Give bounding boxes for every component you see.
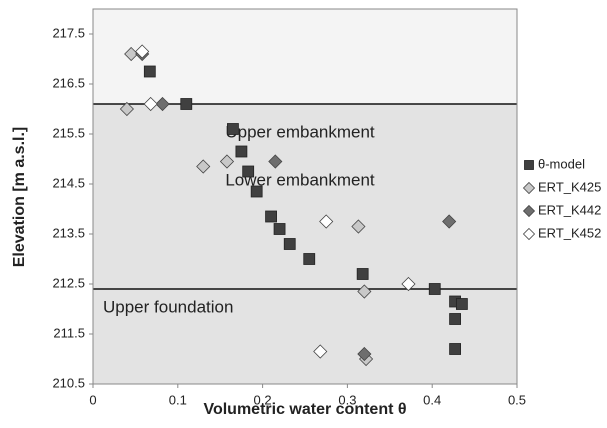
square-marker: [356, 268, 369, 280]
diamond-marker: [357, 346, 372, 362]
diamond-marker: [313, 344, 328, 359]
diamond-marker: [268, 154, 283, 169]
legend-marker: [524, 160, 534, 170]
y-tick-label: 211.5: [53, 325, 85, 340]
square-marker: [250, 185, 263, 198]
diamond-marker: [196, 159, 211, 174]
x-tick-label: 0.3: [338, 392, 356, 407]
diamond-marker: [119, 101, 134, 117]
square-marker: [449, 313, 461, 325]
diamond-marker: [401, 276, 416, 292]
diamond-marker: [219, 154, 235, 169]
square-marker: [428, 283, 441, 295]
x-tick-label: 0.1: [169, 392, 187, 407]
x-tick-label: 0: [89, 392, 96, 407]
x-tick-label: 0.4: [423, 392, 441, 407]
y-tick-label: 210.5: [52, 375, 85, 390]
zone-label: Lower embankment: [225, 170, 375, 189]
legend-label: ERT_K425: [538, 179, 601, 194]
y-tick-label: 212.5: [52, 275, 85, 290]
diamond-marker: [143, 96, 158, 112]
y-tick-label: 214.5: [52, 175, 85, 190]
x-axis-title: Volumetric water content θ: [203, 401, 406, 418]
diamond-marker: [442, 214, 457, 229]
square-marker: [242, 165, 255, 178]
zone-bg: [93, 104, 517, 384]
square-marker: [303, 253, 316, 265]
legend-marker: [522, 204, 536, 218]
y-tick-label: 213.5: [52, 225, 85, 240]
square-marker: [455, 298, 468, 310]
square-marker: [449, 343, 461, 355]
square-marker: [283, 238, 296, 250]
square-marker: [273, 223, 286, 235]
y-axis-title: Elevation [m a.s.l.]: [11, 127, 28, 267]
square-marker: [143, 65, 156, 78]
legend-label: ERT_K442: [538, 202, 601, 217]
diamond-marker: [351, 219, 366, 234]
plot-frame: [92, 8, 518, 385]
zone-bg: [93, 9, 517, 104]
square-marker: [265, 210, 277, 223]
legend-label: θ-model: [538, 156, 585, 171]
x-tick-label: 0.2: [254, 392, 272, 407]
diamond-marker: [155, 96, 170, 112]
legend-marker: [522, 181, 536, 195]
legend-label: ERT_K452: [538, 225, 601, 240]
y-tick-label: 215.5: [52, 125, 85, 140]
zone-label: Upper foundation: [103, 297, 233, 316]
legend-marker: [522, 227, 536, 241]
diamond-marker: [135, 44, 150, 59]
x-tick-label: 0.5: [508, 392, 526, 407]
square-marker: [235, 145, 248, 158]
diamond-marker: [357, 284, 372, 299]
y-tick-label: 216.5: [52, 75, 85, 90]
square-marker: [227, 123, 239, 135]
diamond-marker: [319, 214, 334, 229]
square-marker: [180, 98, 193, 110]
y-tick-label: 217.5: [52, 25, 85, 40]
zone-label: Upper embankment: [225, 122, 375, 141]
